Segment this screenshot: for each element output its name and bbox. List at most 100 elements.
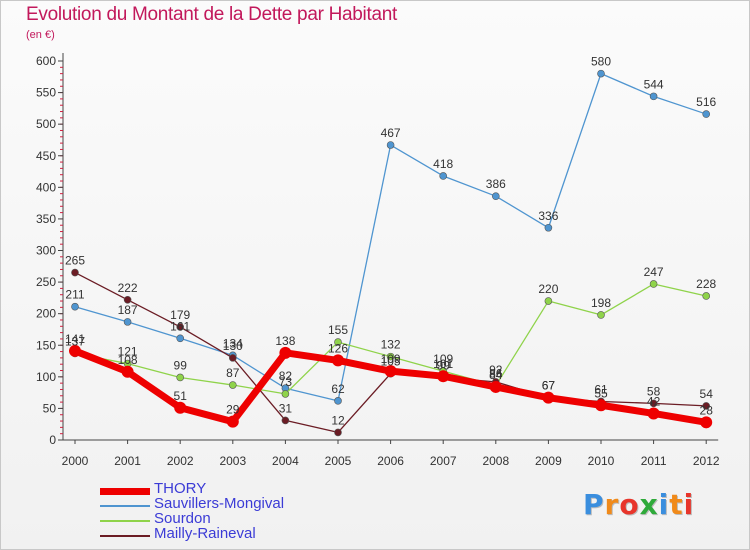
y-tick-label: 100 xyxy=(36,370,56,384)
data-label-sourdon: 73 xyxy=(279,375,293,389)
data-point-sourdon xyxy=(702,292,711,300)
logo-letter: i xyxy=(658,488,670,521)
data-point-thory xyxy=(332,354,344,367)
data-label-thory: 126 xyxy=(328,341,348,355)
data-label-thory: 51 xyxy=(174,389,188,403)
data-label-mailly-raineval: 12 xyxy=(331,413,345,427)
data-point-sauvillers-mongival xyxy=(649,92,658,101)
logo-letter: P xyxy=(583,488,605,521)
data-point-sourdon xyxy=(386,352,395,361)
logo-letter: r xyxy=(604,488,620,521)
data-point-sourdon xyxy=(649,280,658,288)
data-label-thory: 141 xyxy=(65,332,85,346)
logo-letter: i xyxy=(683,488,695,521)
legend-label: Mailly-Raineval xyxy=(154,525,256,542)
data-point-mailly-raineval xyxy=(123,295,132,304)
chart-unit: (en €) xyxy=(26,29,55,41)
logo-letter: o xyxy=(619,488,640,521)
data-point-thory xyxy=(700,416,713,429)
data-point-sauvillers-mongival xyxy=(386,141,395,149)
y-tick-label: 0 xyxy=(49,433,56,447)
data-label-sauvillers-mongival: 187 xyxy=(118,303,138,317)
data-label-thory: 67 xyxy=(542,379,556,393)
y-tick-label: 600 xyxy=(36,54,56,68)
legend-swatch xyxy=(100,505,150,507)
y-tick-label: 200 xyxy=(36,307,56,321)
y-tick-label: 400 xyxy=(36,180,56,194)
legend-swatch xyxy=(100,487,150,495)
data-point-mailly-raineval xyxy=(71,268,79,277)
data-point-thory xyxy=(542,391,555,404)
data-point-mailly-raineval xyxy=(229,354,237,362)
data-point-mailly-raineval xyxy=(334,428,342,437)
data-point-thory xyxy=(279,346,292,359)
x-tick-label: 2009 xyxy=(535,454,562,468)
data-label-sourdon: 198 xyxy=(591,296,611,310)
legend-swatch xyxy=(100,535,150,537)
data-label-thory: 42 xyxy=(647,394,661,408)
data-label-sauvillers-mongival: 82 xyxy=(279,369,293,383)
data-label-mailly-raineval: 61 xyxy=(594,382,608,396)
data-point-sauvillers-mongival xyxy=(702,110,711,118)
data-point-sourdon xyxy=(281,390,290,398)
data-point-thory xyxy=(69,344,81,357)
data-label-mailly-raineval: 222 xyxy=(118,281,138,295)
y-tick-label: 300 xyxy=(36,244,56,258)
x-tick-label: 2001 xyxy=(114,454,141,468)
data-label-sauvillers-mongival: 211 xyxy=(65,288,84,302)
data-point-thory xyxy=(437,370,450,383)
data-point-mailly-raineval xyxy=(176,323,184,331)
logo-letter: x xyxy=(639,488,659,521)
chart-title: Evolution du Montant de la Dette par Hab… xyxy=(26,4,397,25)
x-tick-label: 2008 xyxy=(482,454,509,468)
data-label-mailly-raineval: 92 xyxy=(489,363,503,377)
data-label-mailly-raineval: 105 xyxy=(381,355,401,369)
data-label-mailly-raineval: 265 xyxy=(65,254,85,268)
y-tick-label: 500 xyxy=(36,117,56,131)
data-label-sauvillers-mongival: 580 xyxy=(591,55,611,69)
x-tick-label: 2007 xyxy=(430,454,457,468)
y-tick-label: 250 xyxy=(36,275,56,289)
y-tick-label: 150 xyxy=(36,338,56,352)
data-label-sauvillers-mongival: 544 xyxy=(644,77,664,91)
legend-label: Sourdon xyxy=(154,510,211,527)
data-label-sourdon: 220 xyxy=(538,282,558,296)
data-point-sauvillers-mongival xyxy=(544,223,553,232)
data-label-sauvillers-mongival: 62 xyxy=(331,382,345,396)
data-point-sourdon xyxy=(229,381,237,389)
data-label-thory: 55 xyxy=(594,386,608,400)
data-point-mailly-raineval xyxy=(702,402,711,410)
x-tick-label: 2006 xyxy=(377,454,404,468)
data-point-thory xyxy=(174,401,187,414)
data-label-thory: 28 xyxy=(700,403,714,417)
data-point-sourdon xyxy=(597,311,605,319)
data-label-sourdon: 99 xyxy=(174,358,188,372)
data-label-sourdon: 155 xyxy=(328,323,348,337)
data-label-thory: 138 xyxy=(275,334,295,348)
data-point-sauvillers-mongival xyxy=(71,302,79,311)
data-label-thory: 101 xyxy=(433,357,453,371)
data-label-sourdon: 86 xyxy=(489,367,503,381)
data-point-sauvillers-mongival xyxy=(176,334,184,343)
data-label-sourdon: 228 xyxy=(696,277,716,291)
y-tick-label: 50 xyxy=(43,401,57,415)
data-point-thory xyxy=(384,365,397,378)
data-label-sourdon: 87 xyxy=(226,366,240,380)
data-point-thory xyxy=(121,365,134,378)
data-label-sourdon: 137 xyxy=(65,334,85,348)
data-label-mailly-raineval: 179 xyxy=(170,308,190,322)
data-label-sauvillers-mongival: 386 xyxy=(486,177,506,191)
legend-label: THORY xyxy=(154,480,207,497)
data-label-thory: 108 xyxy=(118,353,138,367)
data-label-sauvillers-mongival: 161 xyxy=(170,319,190,333)
data-point-mailly-raineval xyxy=(649,399,658,408)
x-tick-label: 2003 xyxy=(219,454,246,468)
data-point-sauvillers-mongival xyxy=(334,397,342,405)
data-point-thory xyxy=(489,380,502,393)
data-point-mailly-raineval xyxy=(281,416,290,425)
x-tick-label: 2011 xyxy=(641,454,667,468)
data-point-thory xyxy=(595,399,607,412)
data-label-sauvillers-mongival: 418 xyxy=(433,157,453,171)
